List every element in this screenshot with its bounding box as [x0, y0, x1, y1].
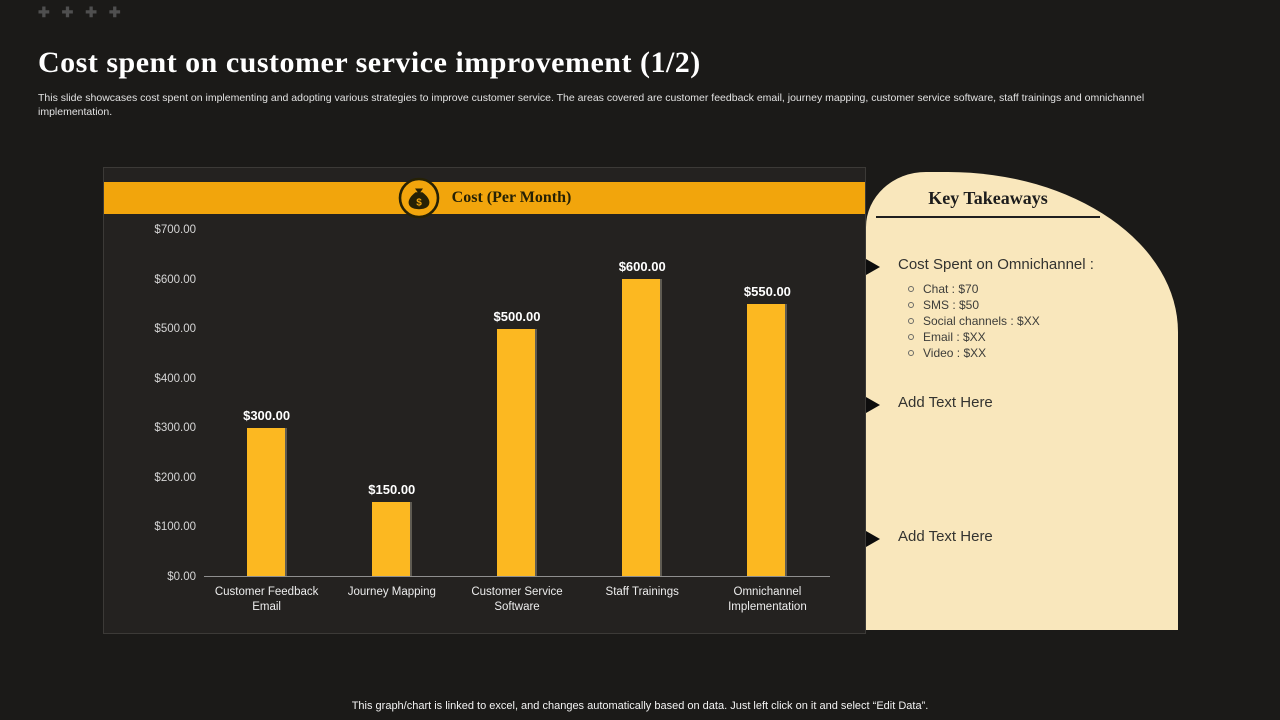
bar-value-label: $600.00	[618, 259, 666, 275]
bar-value-label: $500.00	[493, 308, 541, 324]
takeaway-item[interactable]: Add Text Here	[866, 394, 1170, 413]
y-tick-label: $600.00	[154, 273, 196, 286]
bar-value-label: $550.00	[743, 284, 791, 300]
svg-text:$: $	[416, 198, 422, 209]
category-label: Omnichannel Implementation	[728, 586, 807, 613]
bar-slot: $150.00	[329, 230, 454, 576]
takeaway-subitem-label: Chat : $70	[923, 282, 979, 296]
bar-slot: $550.00	[705, 230, 830, 576]
category-labels: Customer Feedback Email Journey Mapping Cu…	[204, 585, 830, 615]
y-tick-label: $100.00	[154, 521, 196, 534]
chart-title: Cost (Per Month)	[451, 189, 572, 206]
takeaway-item[interactable]: Add Text Here	[866, 528, 1170, 547]
bar-5[interactable]	[747, 304, 788, 576]
takeaway-subitem: Email : $XX	[908, 329, 1170, 345]
takeaway-subitem: Video : $XX	[908, 345, 1170, 361]
takeaway-subitem-label: Video : $XX	[923, 346, 987, 360]
takeaway-subitem: Chat : $70	[908, 281, 1170, 297]
arrow-bullet-icon	[866, 259, 880, 275]
page-subtitle: This slide showcases cost spent on imple…	[38, 92, 1145, 119]
y-axis-ticks: $700.00 $600.00 $500.00 $400.00 $300.00 $200.…	[134, 223, 196, 584]
bar-slot: $600.00	[580, 230, 705, 576]
circle-bullet-icon	[908, 286, 914, 292]
category-label: Customer Feedback Email	[214, 586, 319, 613]
bar-value-label: $300.00	[243, 407, 291, 423]
takeaway-label: Add Text Here	[898, 528, 993, 545]
circle-bullet-icon	[908, 334, 914, 340]
category-label: Journey Mapping	[347, 586, 436, 598]
y-tick-label: $700.00	[154, 224, 196, 236]
bar-slot: $500.00	[454, 230, 579, 576]
y-tick-label: $0.00	[167, 570, 196, 583]
bar-slot: $300.00	[204, 230, 329, 576]
takeaway-subitem-label: Social channels : $XX	[923, 314, 1040, 328]
chart-object[interactable]: $ Cost (Per Month) $700.00 $600.00 $500.00…	[103, 167, 866, 634]
takeaways-list: Cost Spent on Omnichannel : Chat : $70 SMS…	[866, 172, 1170, 630]
takeaway-label: Add Text Here	[898, 394, 993, 411]
takeaway-subitem: SMS : $50	[908, 297, 1170, 313]
chart-header-bar: $ Cost (Per Month)	[104, 177, 865, 219]
footer-note: This graph/chart is linked to excel, and…	[351, 700, 929, 712]
money-bag-icon: $	[398, 177, 439, 219]
circle-bullet-icon	[908, 302, 914, 308]
takeaway-item: Cost Spent on Omnichannel : Chat : $70 SMS…	[866, 256, 1170, 361]
bar-4[interactable]	[622, 279, 663, 576]
bars-area: $300.00 $150.00 $500.00 $600.00 $550.00	[204, 230, 830, 576]
y-tick-label: $300.00	[154, 422, 196, 435]
y-tick-label: $400.00	[154, 372, 196, 385]
category-label: Customer Service Software	[471, 586, 563, 613]
bar-value-label: $150.00	[368, 481, 416, 497]
bar-3[interactable]	[497, 328, 537, 576]
bar-1[interactable]	[246, 427, 287, 576]
page-title: Cost spent on customer service improveme…	[38, 46, 701, 79]
takeaway-label: Cost Spent on Omnichannel :	[898, 256, 1094, 273]
takeaway-subitem-label: SMS : $50	[923, 298, 980, 312]
takeaways-title: Key Takeaways	[876, 188, 1100, 218]
category-label: Staff Trainings	[605, 586, 679, 598]
takeaway-subitem: Social channels : $XX	[908, 313, 1170, 329]
plot-area: $300.00 $150.00 $500.00 $600.00 $550.00	[204, 230, 830, 577]
y-tick-label: $200.00	[154, 471, 196, 484]
circle-bullet-icon	[908, 318, 914, 324]
y-tick-label: $500.00	[154, 323, 196, 336]
arrow-bullet-icon	[866, 397, 880, 413]
corner-decoration: ✚ ✚ ✚ ✚	[38, 4, 125, 20]
bar-2[interactable]	[371, 501, 412, 576]
takeaway-subitems: Chat : $70 SMS : $50 Social channels : $XX…	[898, 281, 1170, 361]
circle-bullet-icon	[908, 350, 914, 356]
takeaway-subitem-label: Email : $XX	[923, 330, 986, 344]
key-takeaways-panel: Key Takeaways Cost Spent on Omnichannel …	[866, 172, 1178, 630]
arrow-bullet-icon	[866, 531, 880, 547]
